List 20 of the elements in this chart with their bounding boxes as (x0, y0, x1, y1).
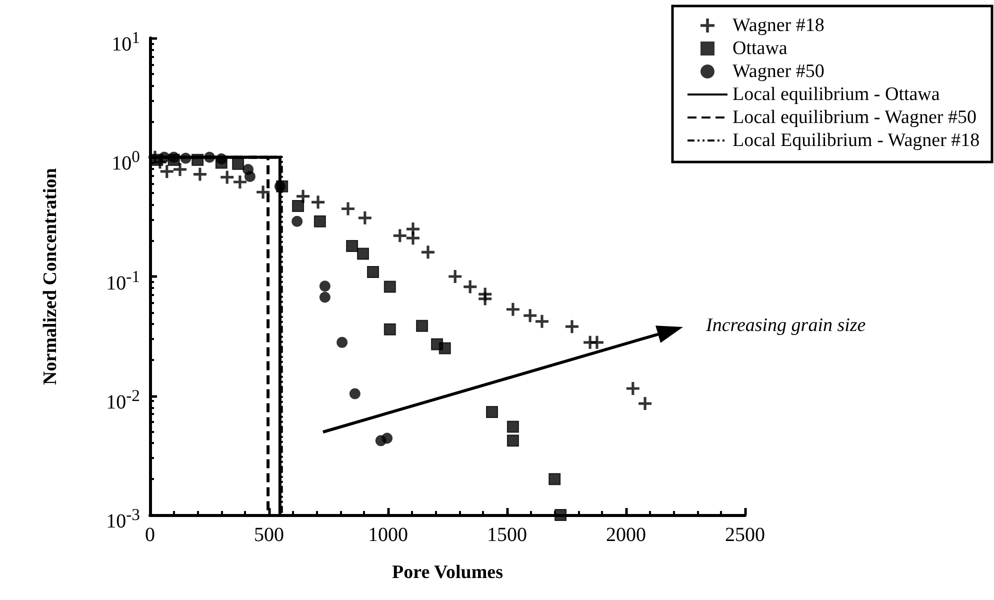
y-axis-title: Normalized Concentration (40, 168, 61, 385)
x-tick-label: 2000 (606, 524, 646, 546)
y-tick-label: 10$^{-3}$ (106, 505, 140, 533)
x-tick-label: 2500 (725, 524, 765, 546)
annotation: Increasing grain size (706, 315, 866, 337)
x-axis-title: Pore Volumes (392, 562, 504, 583)
x-tick-label: 500 (254, 524, 284, 546)
legend-label: Wagner #18 (732, 15, 824, 36)
legend-label: Wagner #50 (732, 61, 824, 82)
x-tick-label: 1000 (368, 524, 408, 546)
legend-label: Local equilibrium - Ottawa (732, 84, 940, 105)
y-tick-label: 10$^{-2}$ (106, 386, 140, 414)
legend-label: Ottawa (732, 38, 788, 59)
y-tick-label: 10$^{1}$ (112, 28, 140, 56)
legend-label: Local Equilibrium - Wagner #18 (732, 130, 980, 151)
y-tick-label: 10$^{-1}$ (106, 266, 140, 294)
legend-label: Local equilibrium - Wagner #50 (732, 107, 976, 128)
x-tick-label: 1500 (487, 524, 527, 546)
x-tick-label: 0 (145, 524, 155, 546)
y-tick-label: 10$^{0}$ (112, 147, 140, 175)
